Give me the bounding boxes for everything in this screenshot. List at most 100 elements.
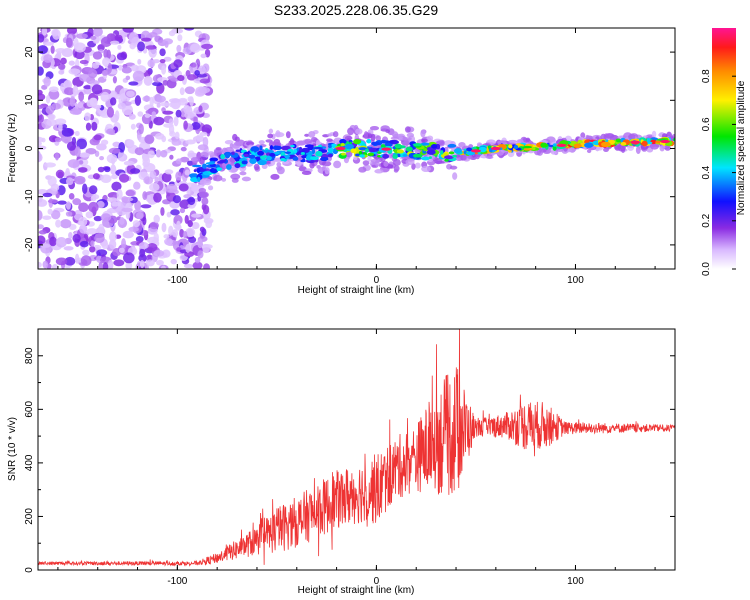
noise-blob <box>38 104 44 110</box>
signal-core <box>552 143 557 147</box>
noise-blob <box>179 207 186 214</box>
signal-halo <box>344 135 353 141</box>
signal-core <box>615 138 622 143</box>
signal-core <box>394 143 402 149</box>
signal-core <box>300 152 305 156</box>
noise-blob <box>199 131 208 136</box>
snr-frame <box>37 328 676 571</box>
noise-blob <box>195 134 204 142</box>
signal-core <box>412 143 423 147</box>
noise-blob <box>178 183 189 192</box>
y-tick-label: 600 <box>24 401 35 418</box>
noise-blob <box>194 69 200 76</box>
signal-core <box>219 159 227 163</box>
noise-blob <box>162 79 169 86</box>
noise-blob <box>88 80 101 85</box>
spectrogram-ylabel: Frequency (Hz) <box>7 114 18 183</box>
noise-blob <box>155 149 162 158</box>
signal-core <box>310 156 319 161</box>
noise-blob <box>43 76 51 87</box>
signal-core <box>269 152 276 157</box>
noise-blob <box>111 174 118 180</box>
noise-blob <box>186 228 194 238</box>
signal-core <box>226 164 232 170</box>
signal-halo <box>347 127 355 136</box>
noise-blob <box>55 257 68 266</box>
noise-blob <box>45 95 51 104</box>
signal-halo <box>525 137 531 143</box>
noise-blob <box>69 108 82 115</box>
signal-halo <box>369 126 380 131</box>
signal-core <box>304 144 314 148</box>
signal-halo <box>232 133 238 141</box>
noise-blob <box>96 143 107 151</box>
noise-blob <box>161 222 167 233</box>
noise-blob <box>42 215 52 220</box>
noise-blob <box>125 189 136 197</box>
noise-blob <box>116 188 123 200</box>
noise-blob <box>138 123 144 135</box>
signal-halo <box>200 151 209 158</box>
noise-blob <box>183 120 188 130</box>
noise-blob <box>106 128 116 135</box>
signal-core <box>353 138 362 145</box>
noise-blob <box>147 59 156 68</box>
noise-blob <box>201 43 214 50</box>
noise-blob <box>114 34 123 41</box>
noise-blob <box>188 236 197 244</box>
noise-blob <box>60 57 67 65</box>
signal-halo <box>239 171 247 176</box>
noise-blob <box>161 172 172 183</box>
signal-core <box>216 167 223 171</box>
signal-halo <box>367 155 372 162</box>
noise-blob <box>100 91 110 102</box>
signal-core <box>234 163 241 169</box>
noise-blob <box>159 59 166 64</box>
noise-blob <box>38 45 48 55</box>
noise-blob <box>100 139 109 146</box>
noise-blob <box>55 169 65 179</box>
signal-core <box>231 151 235 155</box>
noise-blob <box>90 240 95 247</box>
signal-core <box>641 140 648 147</box>
noise-blob <box>187 220 193 228</box>
noise-blob <box>102 262 109 269</box>
signal-halo <box>258 140 265 145</box>
signal-peak <box>470 149 481 153</box>
signal-halo <box>253 163 260 171</box>
signal-halo <box>404 126 411 133</box>
noise-blob <box>92 173 100 180</box>
noise-blob <box>198 191 209 199</box>
noise-blob <box>77 102 84 109</box>
noise-blob <box>187 152 199 158</box>
noise-blob <box>174 131 180 140</box>
signal-halo <box>452 172 458 180</box>
signal-core <box>301 155 307 159</box>
signal-halo <box>392 131 399 139</box>
noise-blob <box>57 200 67 205</box>
noise-blob <box>198 86 211 94</box>
noise-blob <box>96 200 105 209</box>
signal-halo <box>385 129 391 134</box>
colorbar: 0.0 0.2 0.4 0.6 0.8 Normalized spectral ampl… <box>701 28 747 276</box>
noise-blob <box>159 48 166 57</box>
noise-blob <box>123 252 135 264</box>
signal-halo <box>199 178 207 186</box>
noise-blob <box>184 169 191 176</box>
noise-blob <box>123 160 135 166</box>
signal-core <box>189 173 199 179</box>
noise-blob <box>88 68 98 79</box>
noise-blob <box>47 199 59 204</box>
colorbar-tick-label: 0.4 <box>701 165 712 179</box>
signal-core <box>620 142 627 146</box>
noise-blob <box>113 259 125 267</box>
noise-blob <box>54 118 67 125</box>
signal-halo <box>375 135 381 142</box>
noise-blob <box>192 261 203 269</box>
noise-blob <box>38 136 44 143</box>
signal-core <box>292 156 299 161</box>
signal-core <box>573 143 582 149</box>
signal-core <box>420 142 430 146</box>
noise-blob <box>190 43 201 53</box>
signal-halo <box>651 130 657 138</box>
